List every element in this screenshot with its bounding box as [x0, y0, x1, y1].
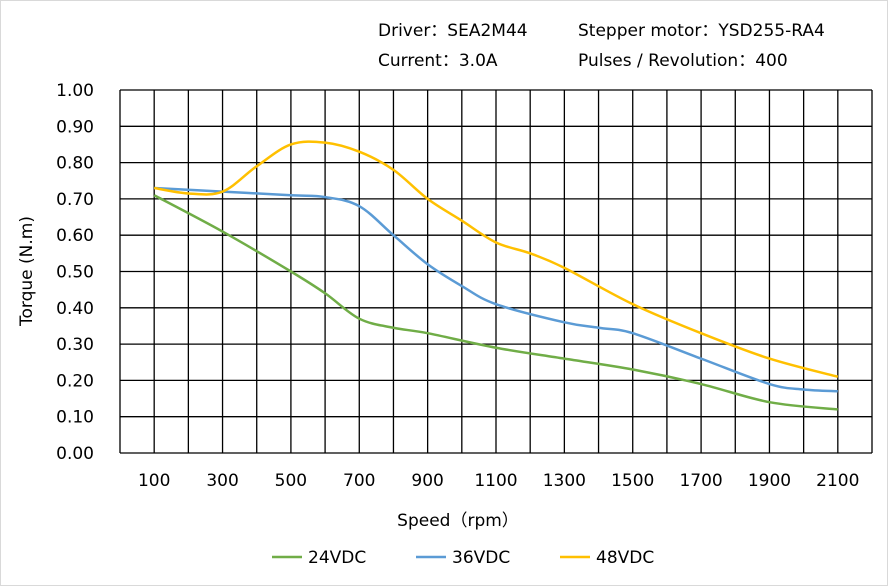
y-tick-label: 0.90	[56, 117, 94, 137]
x-tick-label: 1900	[748, 471, 791, 491]
x-tick-label: 500	[275, 471, 307, 491]
x-tick-label: 1300	[543, 471, 586, 491]
y-tick-label: 1.00	[56, 81, 94, 101]
legend-label: 36VDC	[452, 548, 510, 568]
x-tick-label: 1500	[611, 471, 654, 491]
legend-label: 48VDC	[596, 548, 654, 568]
driver-label: Driver：SEA2M44	[378, 21, 528, 41]
x-tick-label: 1100	[474, 471, 517, 491]
current-label: Current：3.0A	[378, 51, 498, 71]
x-tick-label: 2100	[816, 471, 859, 491]
y-tick-label: 0.10	[56, 408, 94, 428]
y-axis-label: Torque (N.m)	[17, 216, 37, 327]
series-line-48VDC	[153, 140, 839, 378]
y-tick-label: 0.00	[56, 444, 94, 464]
x-tick-label: 900	[411, 471, 443, 491]
x-tick-label: 100	[138, 471, 170, 491]
y-tick-label: 0.40	[56, 299, 94, 319]
y-tick-label: 0.60	[56, 226, 94, 246]
y-tick-label: 0.30	[56, 335, 94, 355]
pulses-label: Pulses / Revolution：400	[578, 51, 788, 71]
y-tick-label: 0.80	[56, 154, 94, 174]
y-tick-label: 0.50	[56, 263, 94, 283]
legend-label: 24VDC	[308, 548, 366, 568]
series-line-24VDC	[153, 194, 838, 411]
y-tick-label: 0.70	[56, 190, 94, 210]
x-tick-label: 700	[343, 471, 375, 491]
x-axis-label: Speed（rpm）	[397, 511, 519, 531]
x-tick-label: 1700	[679, 471, 722, 491]
motor-label: Stepper motor：YSD255-RA4	[578, 21, 825, 41]
x-tick-label: 300	[206, 471, 238, 491]
series-line-36VDC	[154, 186, 838, 393]
y-tick-label: 0.20	[56, 371, 94, 391]
